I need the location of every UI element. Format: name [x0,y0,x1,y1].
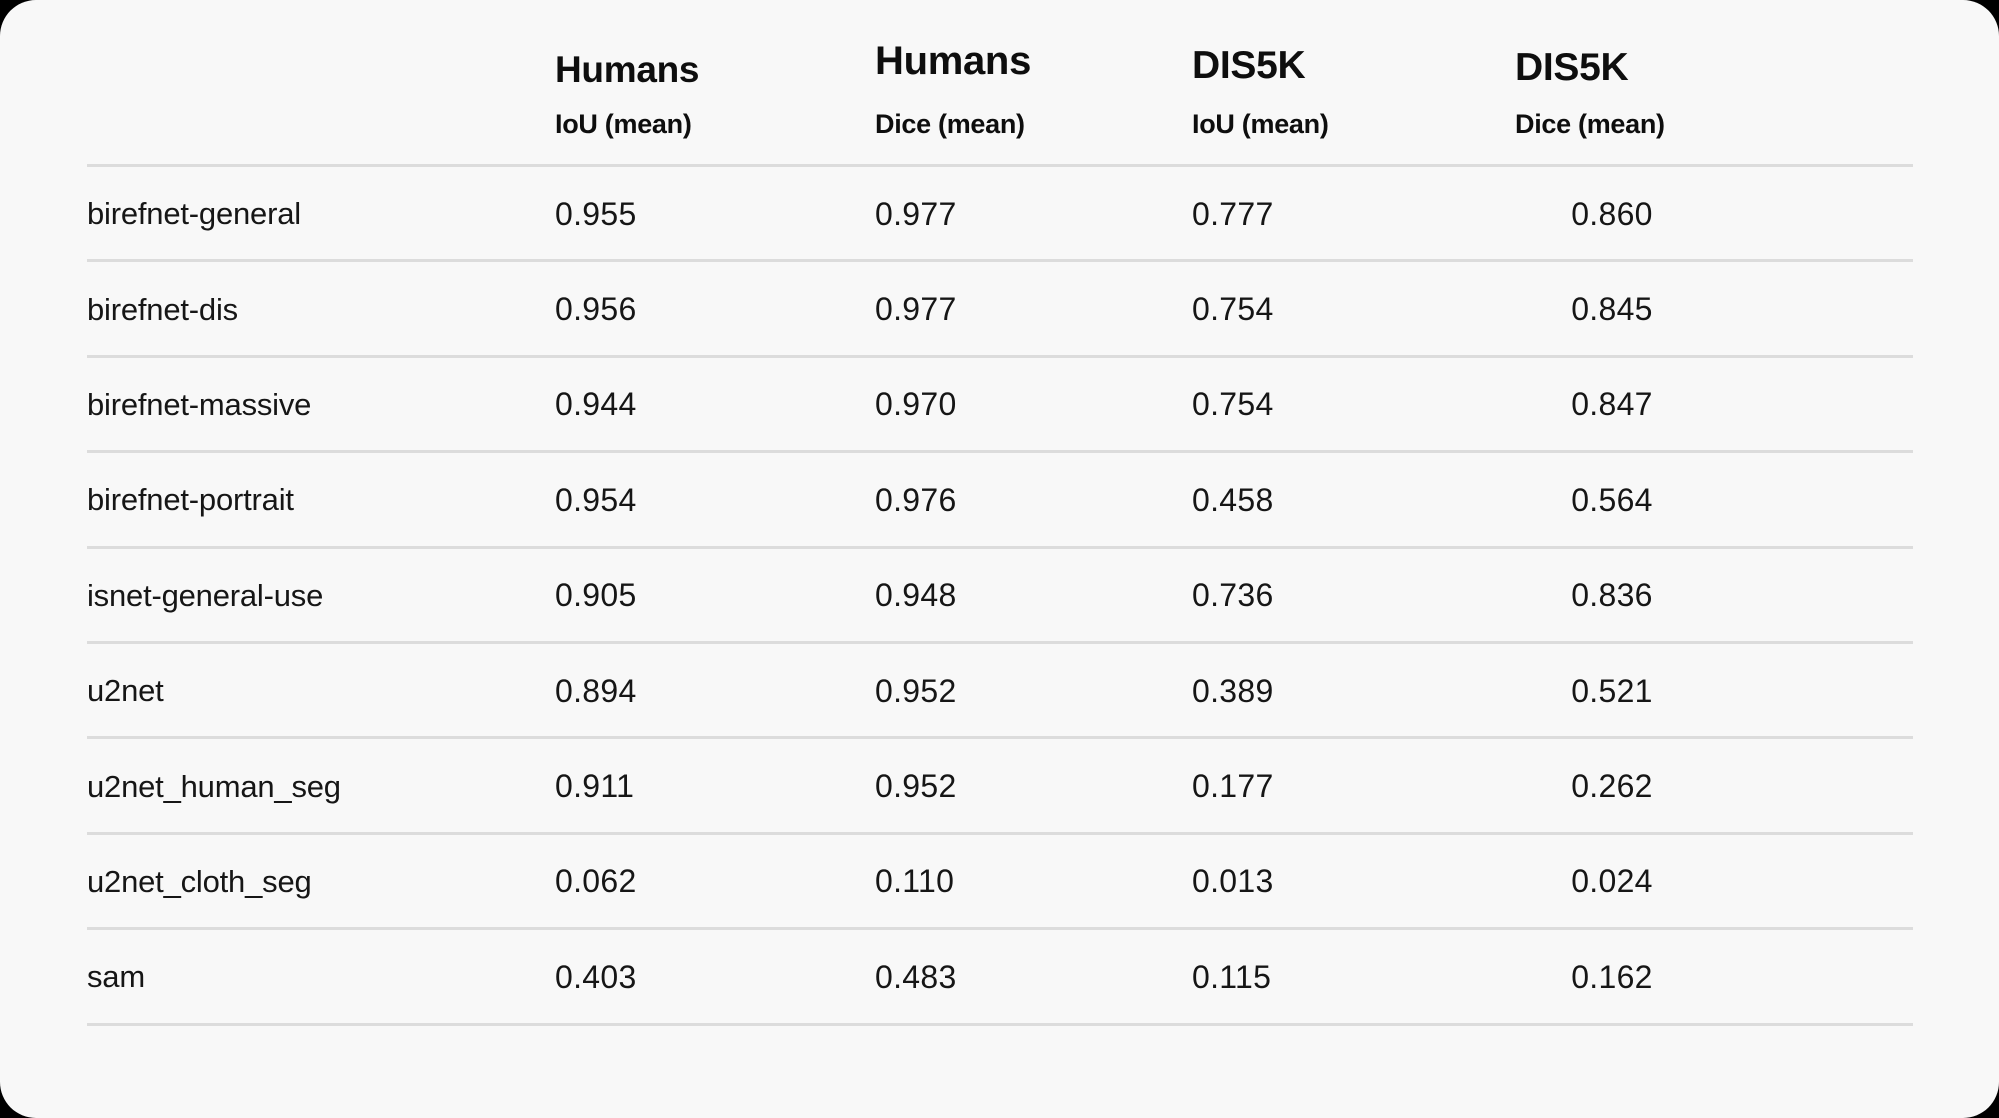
cell-value: 0.115 [1192,958,1272,995]
cell-value: 0.911 [555,768,635,805]
row-spacer [1709,930,1913,1022]
cell-value: 0.564 [1571,481,1653,518]
column-metric-label: IoU (mean) [1192,109,1329,139]
table-row: birefnet-massive 0.944 0.970 0.754 0.847 [87,358,1913,454]
row-label: isnet-general-use [87,577,324,613]
row-label: birefnet-massive [87,386,312,422]
row-spacer [1709,739,1913,831]
header-cell-humans-iou: Humans IoU (mean) [555,0,875,164]
cell-value: 0.905 [555,577,637,614]
cell-value: 0.954 [555,481,637,518]
cell-value: 0.970 [875,386,957,423]
row-label: u2net_human_seg [87,768,341,804]
row-spacer [1709,835,1913,927]
column-group-label: Humans [875,39,1032,83]
cell-value: 0.754 [1192,386,1274,423]
cell-value: 0.777 [1192,195,1274,232]
cell-value: 0.389 [1192,672,1274,709]
header-cell-humans-dice: Humans Dice (mean) [875,0,1192,164]
cell-value: 0.024 [1571,863,1653,900]
row-spacer [1709,358,1913,450]
row-spacer [1709,453,1913,545]
table-header-row: Humans IoU (mean) Humans Dice (mean) DIS… [87,0,1913,167]
cell-value: 0.162 [1571,958,1653,995]
column-metric-label: Dice (mean) [875,109,1025,139]
cell-value: 0.836 [1571,577,1653,614]
cell-value: 0.956 [555,291,637,328]
header-cell-dis5k-iou: DIS5K IoU (mean) [1192,0,1515,164]
cell-value: 0.952 [875,768,957,805]
table-row: birefnet-dis 0.956 0.977 0.754 0.845 [87,262,1913,358]
column-metric-label: Dice (mean) [1515,109,1665,139]
row-spacer [1709,644,1913,736]
cell-value: 0.948 [875,577,957,614]
table-row: birefnet-general 0.955 0.977 0.777 0.860 [87,167,1913,263]
row-label: u2net [87,673,164,709]
row-label: birefnet-dis [87,291,238,327]
cell-value: 0.952 [875,672,957,709]
cell-value: 0.860 [1571,195,1653,232]
cell-value: 0.458 [1192,481,1274,518]
table-row: isnet-general-use 0.905 0.948 0.736 0.83… [87,549,1913,644]
cell-value: 0.845 [1571,291,1653,328]
row-spacer [1709,167,1913,259]
cell-value: 0.521 [1571,672,1653,709]
cell-value: 0.110 [875,863,955,900]
column-group-label: Humans [555,49,700,90]
cell-value: 0.955 [555,195,637,232]
cell-value: 0.403 [555,958,637,995]
row-spacer [1709,549,1913,641]
header-cell-model [87,0,555,164]
cell-value: 0.062 [555,863,637,900]
row-label: birefnet-general [87,196,301,232]
header-cell-dis5k-dice: DIS5K Dice (mean) [1515,0,1709,164]
table-row: u2net_cloth_seg 0.062 0.110 0.013 0.024 [87,835,1913,931]
table-row: u2net 0.894 0.952 0.389 0.521 [87,644,1913,740]
table-row: birefnet-portrait 0.954 0.976 0.458 0.56… [87,453,1913,549]
row-label: sam [87,959,145,995]
table-row: u2net_human_seg 0.911 0.952 0.177 0.262 [87,739,1913,835]
cell-value: 0.944 [555,386,637,423]
cell-value: 0.262 [1571,768,1653,805]
cell-value: 0.977 [875,195,957,232]
column-group-label: DIS5K [1192,44,1306,87]
column-metric-label: IoU (mean) [555,109,692,139]
row-label: u2net_cloth_seg [87,863,312,899]
table-row: sam 0.403 0.483 0.115 0.162 [87,930,1913,1026]
row-label: birefnet-portrait [87,482,294,518]
cell-value: 0.976 [875,481,957,518]
cell-value: 0.977 [875,291,957,328]
table-body: birefnet-general 0.955 0.977 0.777 0.860… [87,167,1913,1026]
cell-value: 0.483 [875,958,957,995]
benchmark-table: Humans IoU (mean) Humans Dice (mean) DIS… [87,0,1913,1026]
header-spacer [1709,0,1913,164]
cell-value: 0.894 [555,672,637,709]
cell-value: 0.013 [1192,863,1274,900]
row-spacer [1709,262,1913,354]
column-group-label: DIS5K [1515,46,1629,89]
cell-value: 0.736 [1192,577,1274,614]
cell-value: 0.754 [1192,291,1274,328]
cell-value: 0.177 [1192,768,1274,805]
cell-value: 0.847 [1571,386,1653,423]
